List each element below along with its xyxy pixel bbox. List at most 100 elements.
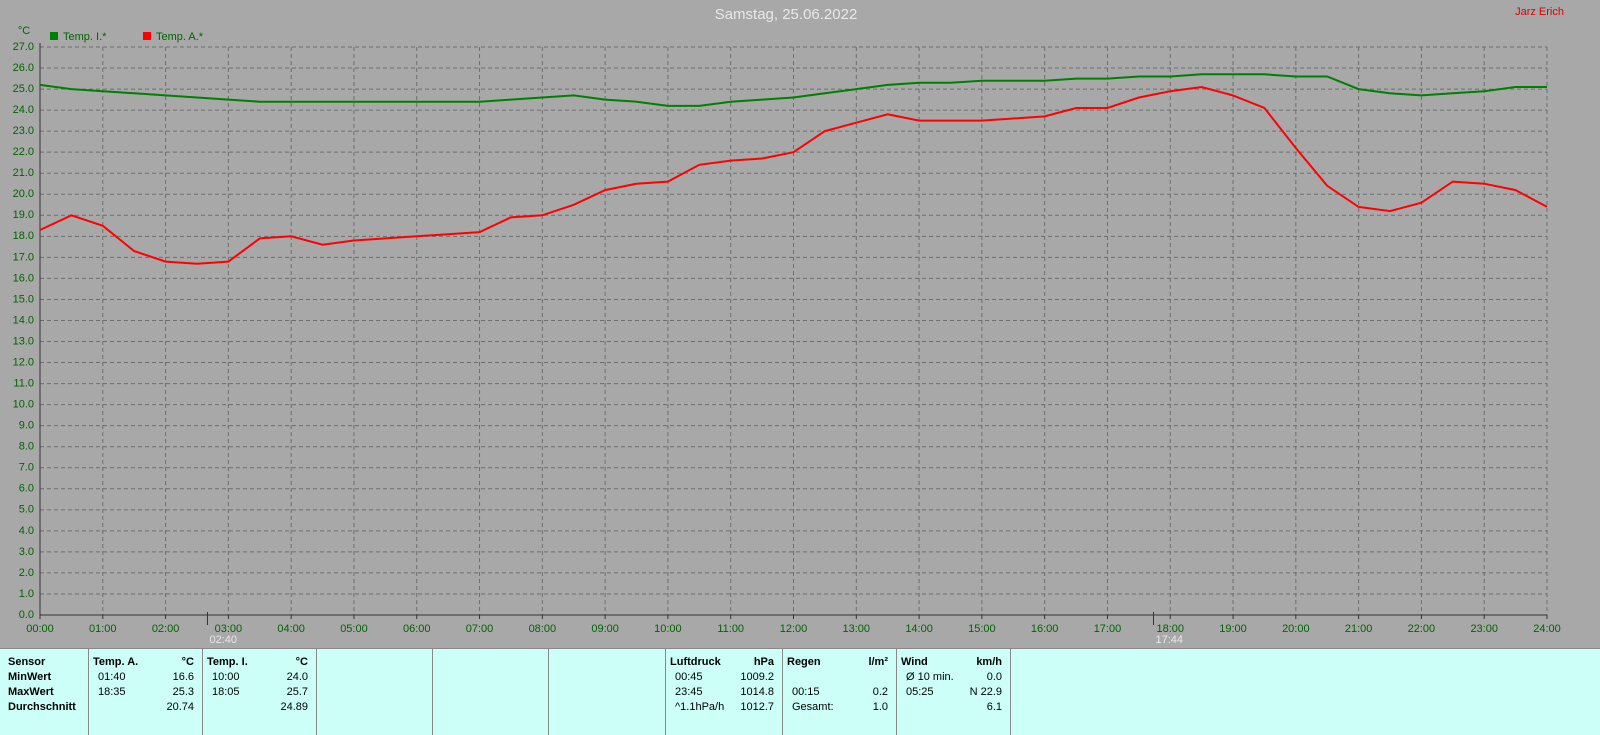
y-tick-label: 12.0 [13, 356, 34, 368]
legend-label: Temp. I.* [63, 31, 107, 43]
row-label: MaxWert [8, 686, 54, 698]
cell-border [316, 649, 317, 735]
y-tick-label: 26.0 [13, 62, 34, 74]
cell-value: 1.0 [872, 701, 888, 713]
cell-border [88, 649, 89, 735]
marker-label: 02:40 [209, 634, 237, 646]
cell-value: 0.2 [872, 686, 888, 698]
x-tick-label: 06:00 [403, 623, 431, 635]
y-tick-label: 16.0 [13, 272, 34, 284]
legend-label: Temp. A.* [156, 31, 204, 43]
x-tick-label: 00:00 [26, 623, 54, 635]
block-title: Wind [901, 656, 928, 668]
chart: Samstag, 25.06.2022 Jarz Erich °C 0.0 1.0… [13, 6, 1564, 646]
y-tick-label: 22.0 [13, 146, 34, 158]
y-axis-label: °C [18, 25, 30, 37]
y-tick-label: 8.0 [19, 441, 34, 453]
y-tick-label: 2.0 [19, 567, 34, 579]
block-title: Temp. A. [93, 656, 139, 668]
x-tick-label: 17:00 [1094, 623, 1122, 635]
y-tick-label: 24.0 [13, 104, 34, 116]
block-unit: hPa [753, 656, 774, 668]
cell-border [202, 649, 203, 735]
series-line [39, 73, 1547, 107]
y-tick-label: 6.0 [19, 483, 34, 495]
cell-value: 1012.7 [740, 701, 774, 713]
cell-value: N 22.9 [969, 686, 1002, 698]
x-tick-label: 04:00 [277, 623, 305, 635]
cell-value: 1014.8 [740, 686, 774, 698]
y-tick-label: 14.0 [13, 314, 34, 326]
cell-value: 25.7 [286, 686, 308, 698]
cell-time: 00:15 [792, 686, 820, 698]
x-tick-label: 14:00 [905, 623, 933, 635]
x-tick-label: 16:00 [1031, 623, 1059, 635]
cell-value: 0.0 [986, 671, 1002, 683]
y-tick-label: 4.0 [19, 525, 34, 537]
cell-border [548, 649, 549, 735]
y-tick-label: 21.0 [13, 167, 34, 179]
series-line [39, 85, 1548, 265]
y-tick-label: 15.0 [13, 293, 34, 305]
x-tick-label: 22:00 [1408, 623, 1436, 635]
y-tick-label: 25.0 [13, 83, 34, 95]
cell-border [896, 649, 897, 735]
x-tick-label: 10:00 [654, 623, 682, 635]
legend-swatch [143, 32, 151, 40]
x-tick-label: 23:00 [1470, 623, 1498, 635]
block-unit: l/m² [868, 656, 888, 668]
row-label: Sensor [8, 656, 46, 668]
row-label: Durchschnitt [8, 701, 76, 713]
x-tick-label: 20:00 [1282, 623, 1310, 635]
cell-border [432, 649, 433, 735]
y-tick-label: 11.0 [13, 377, 34, 389]
y-tick-label: 27.0 [13, 41, 34, 53]
x-tick-label: 13:00 [843, 623, 871, 635]
cell-value: 16.6 [172, 671, 194, 683]
cell-value: 1009.2 [740, 671, 774, 683]
cell-time: 00:45 [675, 671, 703, 683]
cell-value: 24.89 [280, 701, 308, 713]
x-tick-label: 24:00 [1533, 623, 1561, 635]
cell-time: 23:45 [675, 686, 703, 698]
stats-table: Sensor MinWert MaxWert Durchschnitt Temp. A.… [0, 648, 1600, 735]
cell-time: 18:35 [98, 686, 126, 698]
block-unit: km/h [976, 656, 1002, 668]
y-tick-label: 5.0 [19, 504, 34, 516]
cell-time: ^1.1hPa/h [675, 701, 725, 713]
block-unit: °C [295, 656, 308, 668]
x-tick-label: 21:00 [1345, 623, 1373, 635]
y-tick-label: 7.0 [19, 462, 34, 474]
legend-swatch [50, 32, 58, 40]
x-tick-label: 19:00 [1219, 623, 1247, 635]
y-tick-label: 10.0 [13, 399, 34, 411]
y-tick-label: 1.0 [19, 588, 34, 600]
x-tick-label: 03:00 [215, 623, 243, 635]
x-tick-label: 07:00 [466, 623, 494, 635]
cell-value: 25.3 [172, 686, 194, 698]
cell-value: 24.0 [286, 671, 308, 683]
x-tick-label: 05:00 [340, 623, 368, 635]
cell-time: 10:00 [212, 671, 240, 683]
x-tick-label: 15:00 [968, 623, 996, 635]
row-label: MinWert [8, 671, 52, 683]
cell-time: Gesamt: [792, 701, 834, 713]
block-title: Temp. I. [207, 656, 248, 668]
block-title: Regen [787, 656, 821, 668]
cell-time: 18:05 [212, 686, 240, 698]
cell-border [782, 649, 783, 735]
cell-time: Ø 10 min. [906, 671, 954, 683]
y-tick-label: 18.0 [13, 230, 34, 242]
y-tick-label: 13.0 [13, 335, 34, 347]
block-title: Luftdruck [670, 656, 721, 668]
cell-border [665, 649, 666, 735]
cell-value: 20.74 [166, 701, 194, 713]
y-tick-label: 17.0 [13, 251, 34, 263]
cell-time: 01:40 [98, 671, 126, 683]
chart-title: Samstag, 25.06.2022 [715, 6, 858, 23]
x-tick-label: 18:00 [1156, 623, 1184, 635]
y-tick-label: 9.0 [19, 420, 34, 432]
y-tick-label: 23.0 [13, 125, 34, 137]
cell-value: 6.1 [986, 701, 1002, 713]
x-tick-label: 02:00 [152, 623, 180, 635]
